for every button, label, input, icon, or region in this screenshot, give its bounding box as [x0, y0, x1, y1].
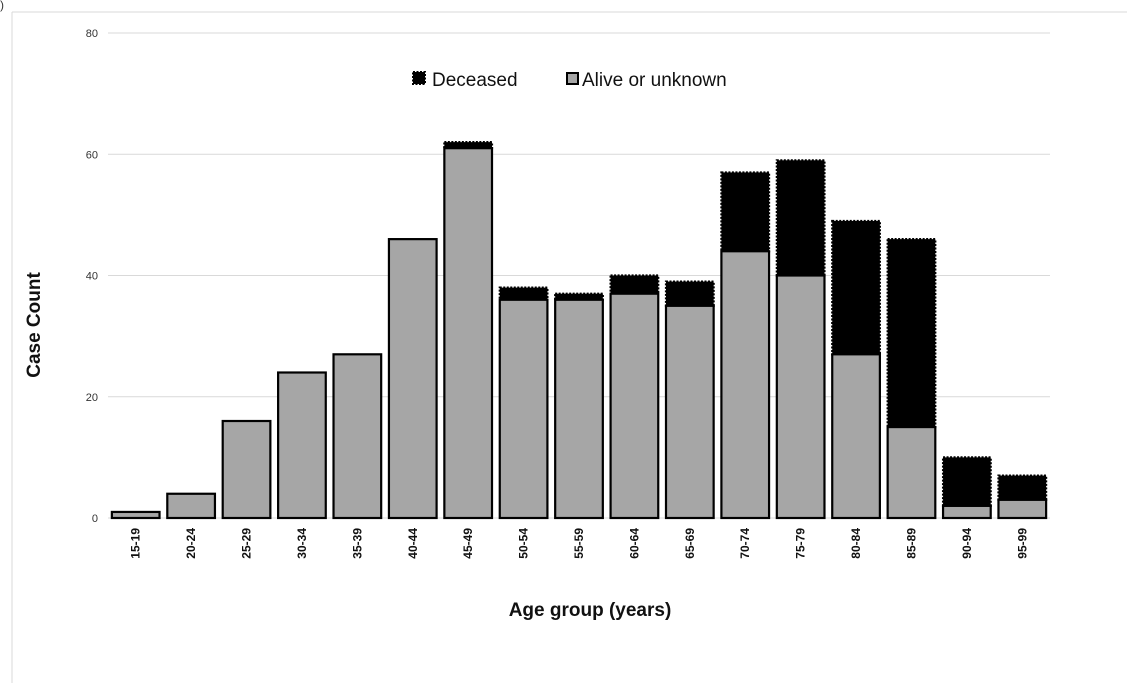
bar-alive-or-unknown-60-64 [609, 292, 660, 520]
y-tick-label: 0 [92, 513, 98, 525]
bar-alive-or-unknown-65-69 [664, 304, 715, 520]
y-axis-ticks: 0 20 40 60 80 [86, 28, 98, 525]
bar-deceased-70-74 [720, 171, 771, 253]
x-tick-label: 75-79 [794, 528, 808, 559]
x-tick-label: 20-24 [184, 528, 198, 559]
bar-alive-or-unknown-35-39 [332, 353, 383, 520]
bar-deceased-60-64 [609, 274, 660, 295]
x-axis-ticks: 15-19 20-24 25-29 30-34 35-39 40-44 45-49 50-54… [129, 528, 1030, 559]
x-tick-label: 15-19 [129, 528, 143, 559]
bar-alive-or-unknown-50-54 [498, 298, 549, 520]
x-tick-label: 35-39 [350, 528, 364, 559]
bar-alive-or-unknown-45-49 [443, 147, 494, 520]
bar-deceased-85-89 [886, 238, 937, 429]
x-tick-label: 55-59 [572, 528, 586, 559]
bar-deceased-95-99 [997, 474, 1048, 501]
bar-deceased-50-54 [498, 286, 549, 301]
x-tick-label: 90-94 [960, 528, 974, 559]
x-tick-label: 25-29 [240, 528, 254, 559]
panel-letter: ) [0, 0, 4, 12]
bar-deceased-80-84 [831, 219, 881, 356]
y-tick-label: 20 [86, 392, 98, 404]
bar-alive-or-unknown-90-94 [941, 504, 992, 520]
legend: Deceased Alive or unknown [412, 70, 727, 91]
bar-alive-or-unknown-85-89 [886, 425, 937, 520]
legend-label-deceased: Deceased [432, 70, 518, 91]
legend-item-alive-or-unknown: Alive or unknown [566, 70, 727, 91]
bars [110, 141, 1048, 520]
x-tick-label: 50-54 [517, 528, 531, 559]
x-tick-label: 70-74 [738, 528, 752, 559]
y-tick-label: 60 [86, 149, 98, 161]
x-tick-label: 65-69 [683, 528, 697, 559]
bar-alive-or-unknown-80-84 [831, 353, 881, 520]
bar-deceased-65-69 [664, 280, 715, 307]
bar-deceased-90-94 [941, 456, 992, 507]
bar-deceased-75-79 [775, 159, 826, 277]
x-tick-label: 45-49 [461, 528, 475, 559]
y-axis-title: Case Count [24, 272, 45, 378]
bar-alive-or-unknown-40-44 [387, 238, 438, 520]
x-tick-label: 80-84 [849, 528, 863, 559]
bar-alive-or-unknown-70-74 [720, 250, 771, 520]
x-tick-label: 30-34 [295, 528, 309, 559]
bar-alive-or-unknown-25-29 [221, 419, 272, 520]
legend-label-alive-or-unknown: Alive or unknown [582, 70, 727, 91]
bar-alive-or-unknown-55-59 [554, 298, 604, 520]
bar-alive-or-unknown-95-99 [997, 498, 1048, 520]
bar-alive-or-unknown-75-79 [775, 274, 826, 520]
bar-alive-or-unknown-15-19 [110, 510, 161, 520]
x-tick-label: 85-89 [904, 528, 918, 559]
bar-alive-or-unknown-30-34 [277, 371, 327, 520]
legend-item-deceased: Deceased [412, 70, 518, 91]
bar-alive-or-unknown-20-24 [166, 492, 217, 520]
x-axis-title: Age group (years) [509, 600, 672, 621]
legend-swatch-deceased [412, 71, 426, 85]
x-tick-label: 95-99 [1015, 528, 1029, 559]
y-tick-label: 80 [86, 28, 98, 40]
y-tick-label: 40 [86, 271, 98, 283]
x-tick-label: 60-64 [627, 528, 641, 559]
x-tick-label: 40-44 [406, 528, 420, 559]
legend-swatch-alive-or-unknown [566, 72, 579, 85]
